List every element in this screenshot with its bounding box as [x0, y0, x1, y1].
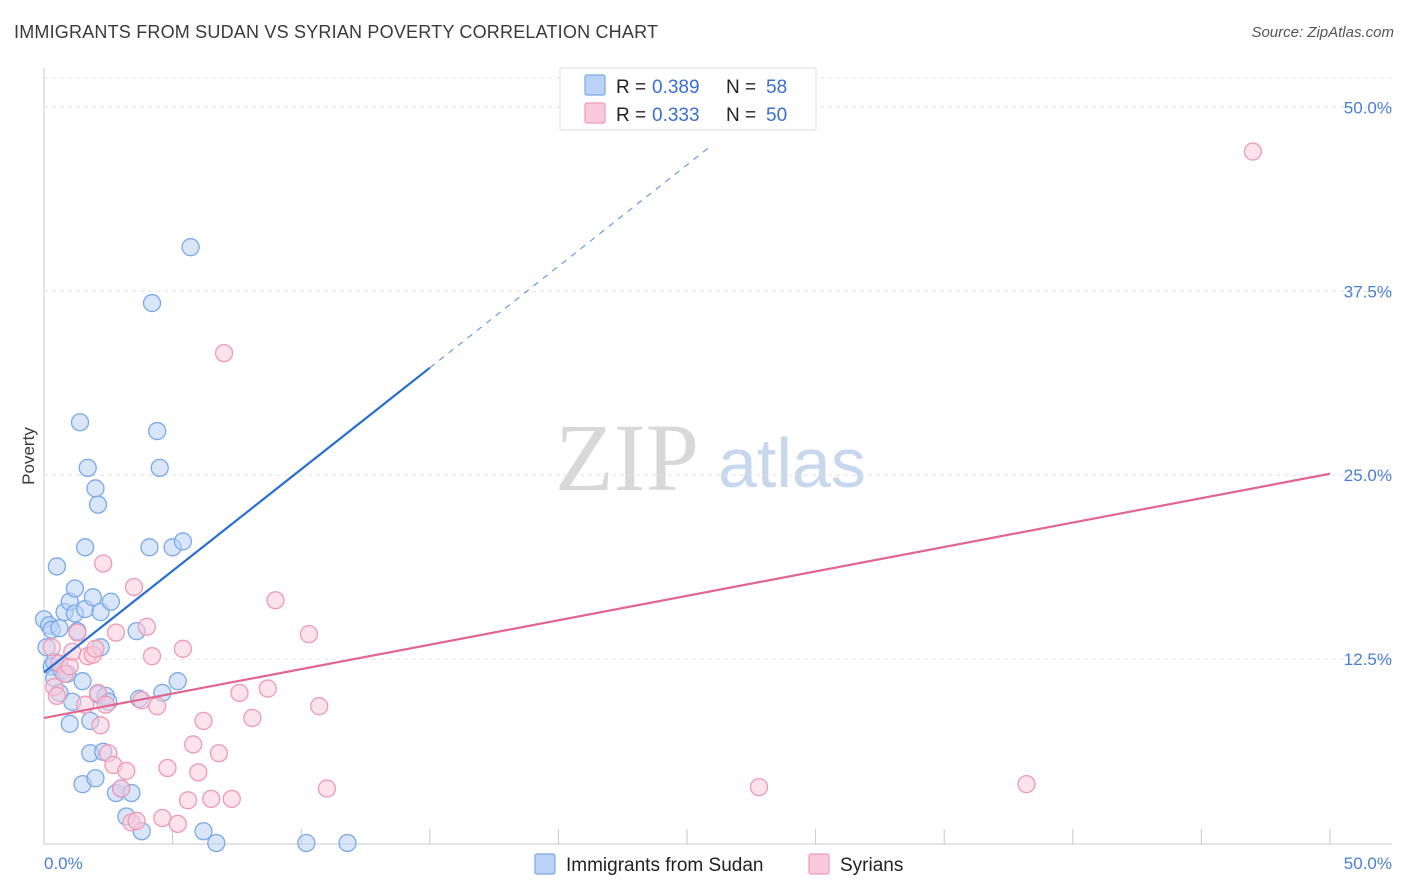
legend-r-label-syrians: R =	[616, 105, 646, 126]
y-tick-label: 12.5%	[1344, 650, 1392, 669]
point-syrians	[68, 623, 87, 642]
point-sudan	[73, 672, 92, 691]
point-syrians	[47, 686, 67, 706]
point-syrians	[243, 708, 262, 728]
point-syrians	[86, 639, 105, 658]
legend-n-value-syrians: 50	[766, 105, 787, 126]
point-syrians	[310, 697, 329, 716]
point-syrians	[194, 711, 213, 731]
legend-n-value-sudan: 58	[766, 77, 787, 98]
source-label: Source: ZipAtlas.com	[1251, 24, 1394, 41]
point-syrians	[189, 763, 208, 782]
legend-n-label-syrians: N =	[726, 105, 756, 126]
point-sudan	[50, 619, 69, 638]
point-sudan	[65, 579, 85, 598]
y-tick-label: 25.0%	[1344, 466, 1392, 485]
point-sudan	[168, 672, 187, 691]
point-sudan	[181, 238, 200, 257]
point-sudan	[338, 833, 357, 853]
legend-r-label-sudan: R =	[616, 77, 646, 98]
point-syrians	[178, 791, 198, 810]
point-sudan	[150, 458, 169, 478]
point-sudan	[60, 714, 79, 733]
point-sudan	[142, 293, 162, 313]
point-syrians	[317, 779, 337, 798]
series-legend-label-sudan: Immigrants from Sudan	[566, 855, 763, 876]
point-sudan	[297, 833, 316, 853]
point-syrians	[142, 647, 162, 666]
point-sudan	[101, 592, 121, 611]
data-points	[34, 142, 1262, 853]
point-syrians	[112, 779, 131, 798]
point-syrians	[184, 735, 203, 754]
stats-legend: R = 0.389 N = 58 R = 0.333 N = 50	[559, 67, 817, 131]
point-syrians	[153, 808, 172, 828]
watermark-atlas: atlas	[718, 424, 866, 502]
point-syrians	[1017, 775, 1036, 794]
x-tick-label-max: 50.0%	[1344, 854, 1392, 873]
trend-lines	[43, 146, 1331, 720]
watermark-zip: ZIP	[555, 404, 699, 511]
point-syrians	[124, 577, 144, 597]
point-syrians	[749, 777, 769, 797]
point-sudan	[47, 557, 67, 576]
point-sudan	[78, 458, 97, 478]
y-axis-tick-labels: 12.5% 25.0% 37.5% 50.0%	[1344, 98, 1392, 669]
point-syrians	[299, 624, 319, 644]
gridlines	[44, 77, 1392, 660]
point-sudan	[76, 538, 95, 557]
y-axis-label: Poverty	[19, 427, 38, 485]
point-sudan	[83, 588, 103, 607]
legend-swatch-syrians	[584, 102, 606, 124]
point-syrians	[158, 758, 177, 778]
point-syrians	[42, 638, 61, 657]
point-syrians	[222, 789, 241, 809]
point-syrians	[173, 639, 193, 658]
point-syrians	[214, 343, 234, 363]
chart-title: IMMIGRANTS FROM SUDAN VS SYRIAN POVERTY …	[14, 22, 659, 42]
point-syrians	[258, 679, 277, 698]
point-sudan	[194, 822, 213, 841]
point-syrians	[148, 697, 167, 716]
point-sudan	[88, 495, 108, 514]
legend-n-label-sudan: N =	[726, 77, 756, 98]
point-syrians	[266, 591, 285, 610]
point-syrians	[106, 623, 126, 642]
point-sudan	[207, 833, 226, 853]
point-sudan	[86, 479, 105, 498]
point-syrians	[94, 554, 113, 573]
trend-line-syrians	[43, 472, 1331, 720]
point-sudan	[148, 421, 167, 441]
legend-r-value-syrians: 0.333	[652, 105, 700, 126]
point-syrians	[168, 814, 187, 834]
trend-line-sudan-extension	[429, 146, 711, 369]
point-syrians	[202, 789, 221, 809]
series-legend-swatch-sudan	[534, 853, 556, 875]
legend-r-value-sudan: 0.389	[652, 77, 700, 98]
x-axis-ticks	[172, 829, 1331, 844]
point-syrians	[117, 761, 136, 781]
y-tick-label: 50.0%	[1344, 98, 1392, 117]
point-sudan	[86, 769, 105, 788]
point-syrians	[137, 617, 157, 636]
legend-swatch-sudan	[584, 74, 606, 96]
point-syrians	[209, 744, 229, 763]
point-sudan	[140, 538, 159, 557]
series-legend-label-syrians: Syrians	[840, 855, 903, 876]
point-syrians	[1243, 142, 1262, 161]
series-legend-swatch-syrians	[808, 853, 830, 875]
point-sudan	[70, 413, 90, 432]
point-syrians	[230, 683, 249, 703]
trend-line-sudan	[43, 366, 431, 674]
point-sudan	[173, 532, 193, 551]
point-syrians	[127, 811, 146, 831]
point-syrians	[91, 716, 110, 735]
y-tick-label: 37.5%	[1344, 282, 1392, 301]
x-tick-label-min: 0.0%	[44, 854, 83, 873]
series-legend: Immigrants from Sudan Syrians	[534, 853, 903, 876]
